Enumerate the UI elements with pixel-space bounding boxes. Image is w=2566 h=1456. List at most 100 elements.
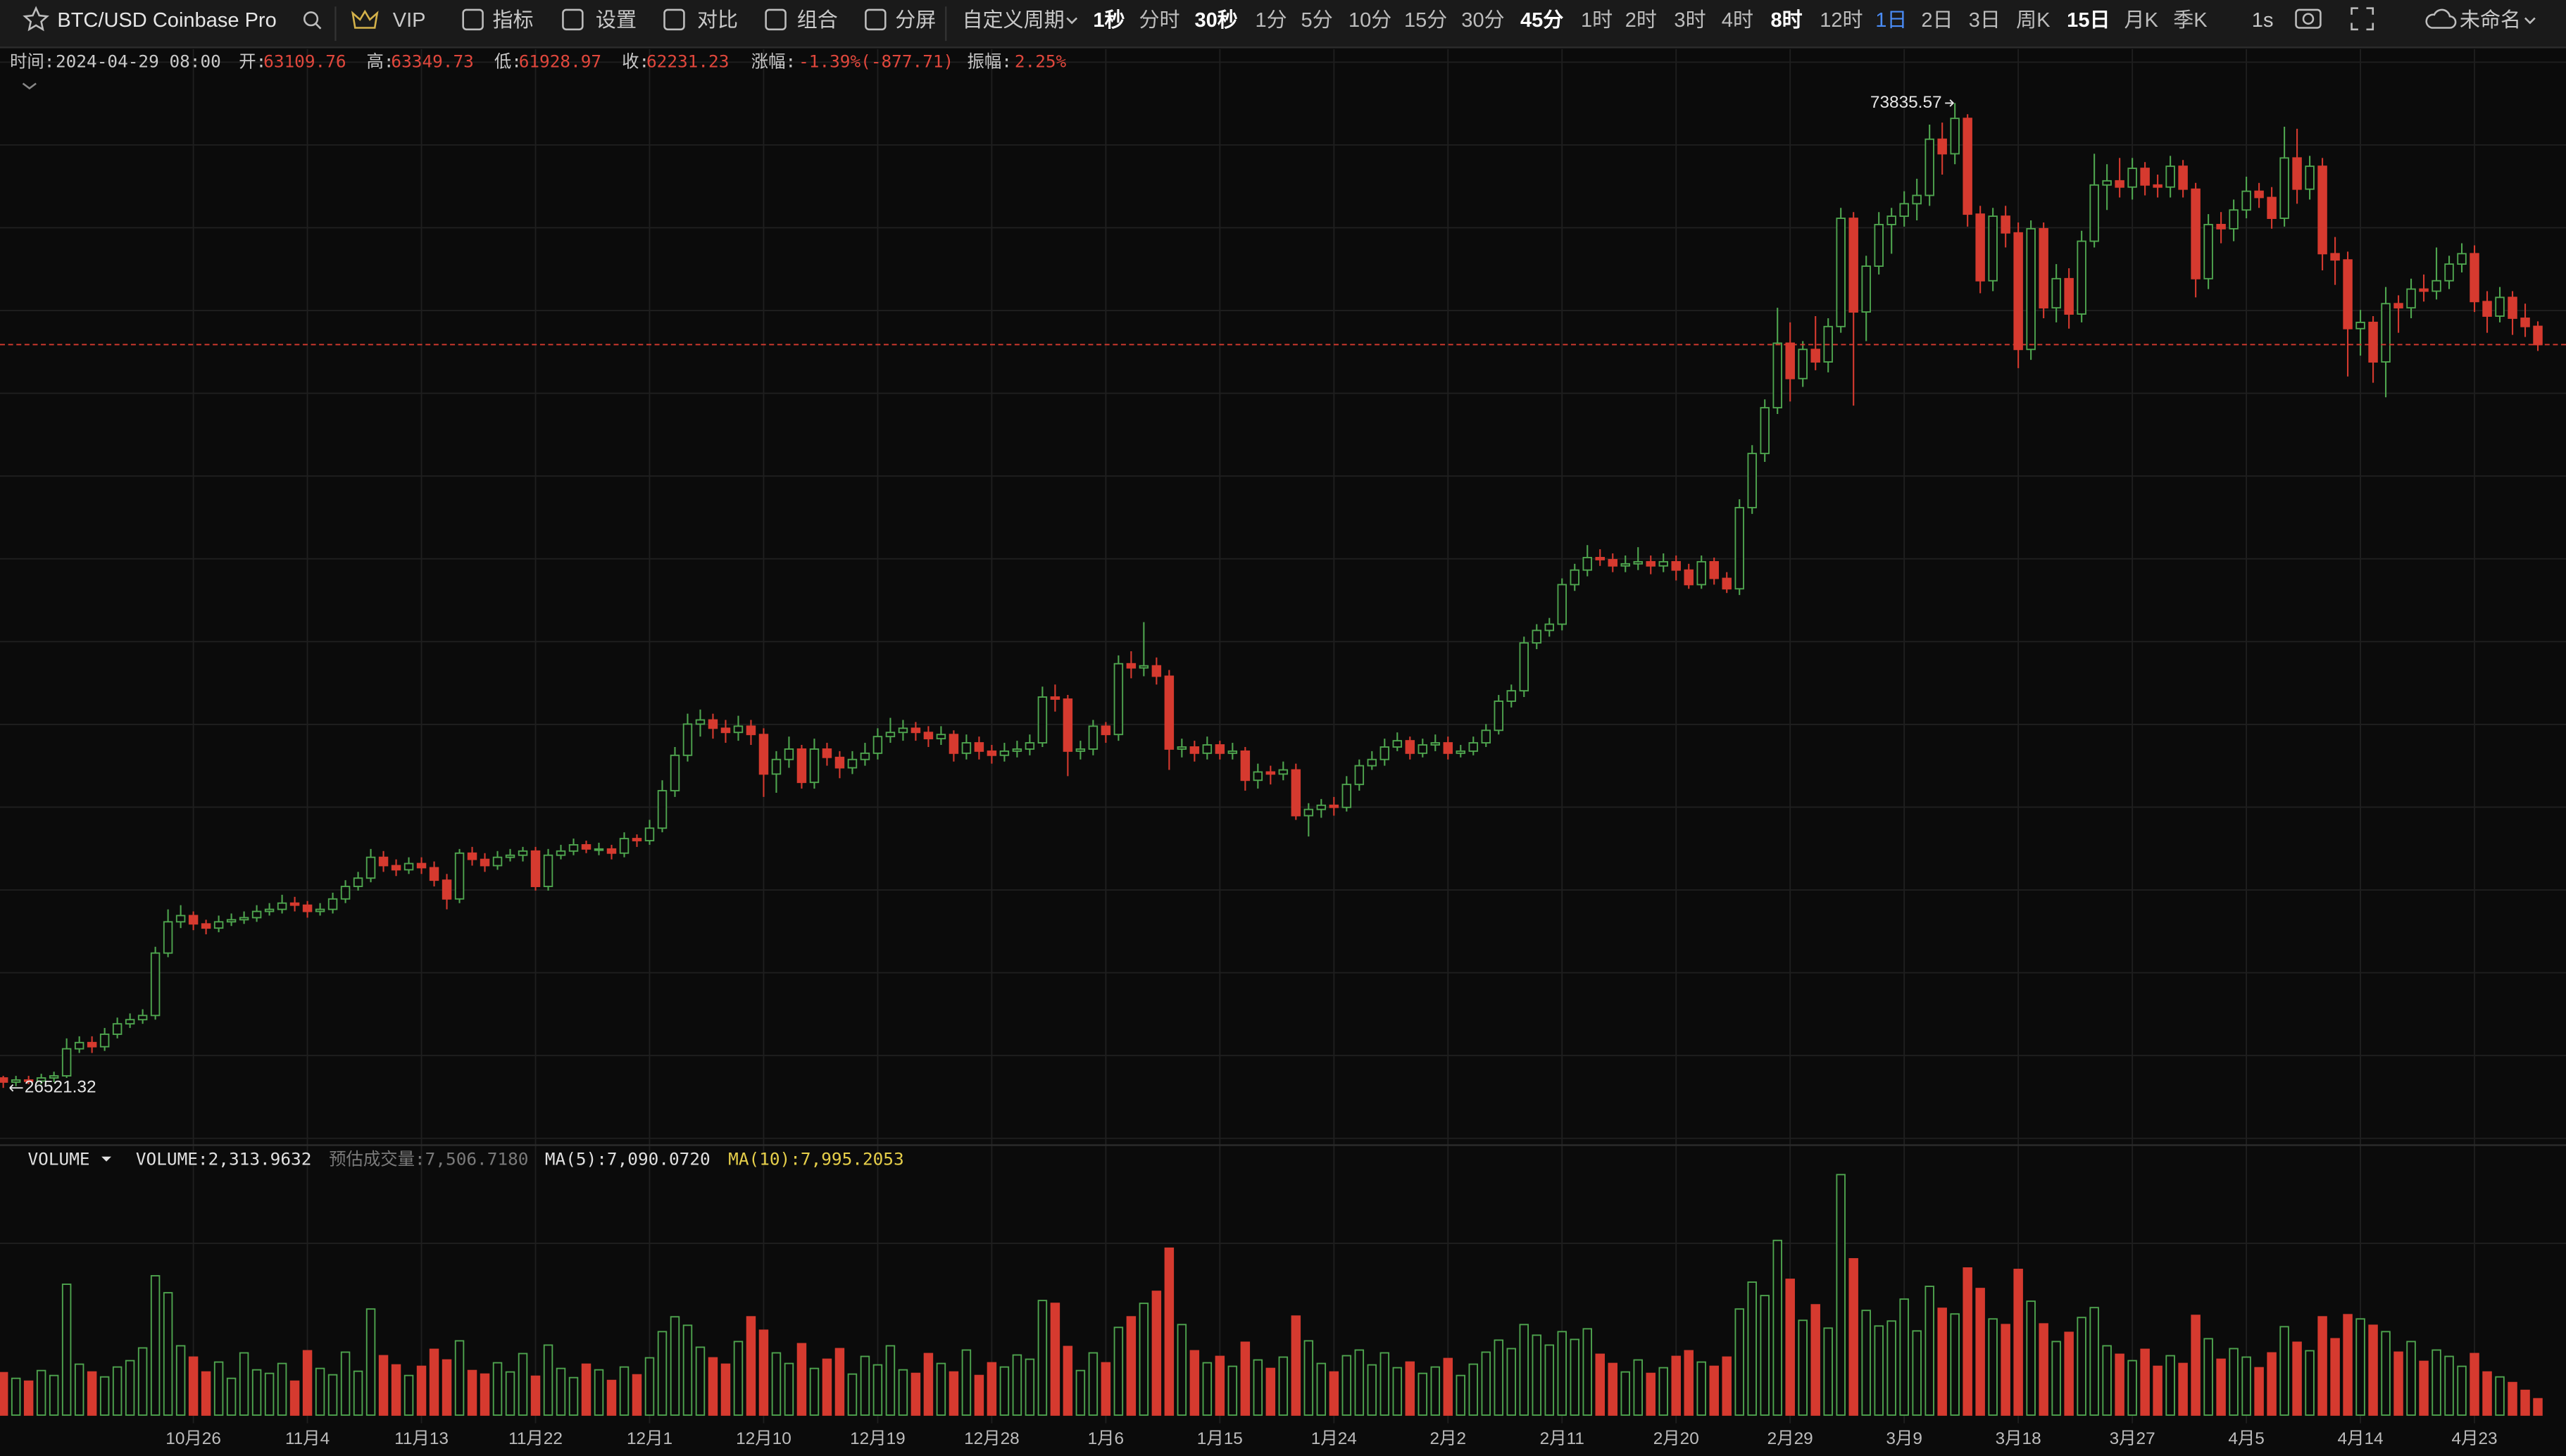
- candle-body: [1785, 342, 1795, 379]
- period-option[interactable]: 5分: [1301, 9, 1333, 32]
- layout-name[interactable]: 未命名: [2460, 8, 2521, 32]
- candle-body: [568, 843, 579, 852]
- candle-body: [378, 856, 389, 867]
- period-option[interactable]: 15分: [1404, 9, 1447, 32]
- volume-bar: [1037, 1300, 1048, 1416]
- period-option[interactable]: 1秒: [1093, 8, 1125, 32]
- candle-body: [340, 886, 351, 900]
- fullscreen-icon[interactable]: [2351, 7, 2374, 31]
- volume-bar: [2064, 1331, 2074, 1416]
- vip[interactable]: VIP: [393, 9, 426, 32]
- volume-bar: [1810, 1304, 1820, 1416]
- period-option[interactable]: 10分: [1348, 9, 1391, 32]
- candle-body: [2102, 180, 2112, 186]
- volume-bar: [872, 1364, 883, 1416]
- candle-body: [87, 1041, 97, 1048]
- symbol[interactable]: BTC/USD Coinbase Pro: [57, 9, 276, 32]
- period-option[interactable]: 45分: [1520, 8, 1563, 32]
- search-icon[interactable]: [303, 11, 319, 27]
- volume-bar: [429, 1348, 439, 1416]
- period-option[interactable]: 15日: [2067, 9, 2110, 32]
- volume-bar: [1456, 1374, 1466, 1416]
- volume-bar: [264, 1372, 275, 1416]
- period-option[interactable]: 8时: [1771, 8, 1803, 32]
- volume-bar: [442, 1359, 452, 1416]
- volume-name[interactable]: VOLUME: [28, 1148, 90, 1169]
- x-tick-label: 12月28: [964, 1429, 1020, 1448]
- candle-body: [809, 748, 820, 784]
- volume-bar: [822, 1358, 832, 1416]
- volume-bar: [1988, 1318, 1998, 1416]
- candle-body: [2368, 321, 2378, 363]
- candle-body: [2279, 157, 2289, 219]
- period-option[interactable]: 30分: [1461, 9, 1504, 32]
- volume-bar: [1874, 1325, 1884, 1416]
- volume-bar: [543, 1344, 553, 1416]
- volume-bar: [2102, 1345, 2112, 1416]
- candle-body: [2305, 165, 2315, 190]
- period-option[interactable]: 1时: [1581, 8, 1613, 32]
- volume-bar: [796, 1343, 807, 1416]
- custom-period[interactable]: 自定义周期: [962, 8, 1064, 32]
- volume-bar: [720, 1363, 731, 1416]
- tool-label[interactable]: 对比: [697, 8, 738, 32]
- candle-body: [1671, 560, 1681, 571]
- volume-bar: [2444, 1355, 2454, 1416]
- volume-bar: [809, 1367, 820, 1416]
- interval[interactable]: 1s: [2252, 9, 2274, 32]
- volume-bar: [1164, 1247, 1175, 1416]
- camera-icon[interactable]: [2295, 8, 2322, 29]
- volume-bar: [1798, 1319, 1808, 1416]
- period-option[interactable]: 4时: [1722, 8, 1753, 32]
- candle-body: [987, 750, 997, 756]
- candle-body: [1177, 746, 1187, 750]
- star-icon[interactable]: [23, 6, 49, 32]
- x-tick-label: 1月24: [1311, 1429, 1357, 1448]
- volume-bar: [1658, 1367, 1668, 1416]
- candle-body: [1189, 746, 1200, 754]
- volume-bar: [2470, 1353, 2479, 1416]
- collapse-icon[interactable]: [22, 82, 37, 90]
- period-option[interactable]: 分时: [1139, 8, 1179, 32]
- period-option[interactable]: 12时: [1820, 8, 1863, 32]
- period-option[interactable]: 周K: [2016, 9, 2051, 32]
- tool-label[interactable]: 指标: [493, 8, 534, 32]
- tool-icon: [765, 8, 787, 31]
- period-option[interactable]: 3时: [1674, 8, 1706, 32]
- candle-body: [1544, 623, 1555, 632]
- volume-bar: [974, 1374, 984, 1416]
- period-option[interactable]: 3日: [1969, 9, 2001, 32]
- period-option[interactable]: 月K: [2124, 9, 2159, 32]
- tool-label[interactable]: 设置: [596, 9, 637, 32]
- volume-bar: [910, 1372, 921, 1416]
- period-option[interactable]: 2日: [1921, 9, 1953, 32]
- info-label: 开:: [239, 51, 266, 71]
- info-label: 低:: [494, 51, 522, 71]
- candle-body: [632, 838, 642, 841]
- volume-bar: [2254, 1367, 2264, 1416]
- candle-body: [860, 752, 870, 760]
- candle-body: [1709, 560, 1719, 579]
- volume-bar: [2343, 1314, 2353, 1416]
- volume-bar: [2393, 1351, 2403, 1416]
- candle-body: [454, 852, 465, 900]
- info-label: 涨幅:: [751, 51, 796, 71]
- period-option[interactable]: 30秒: [1195, 8, 1238, 32]
- period-option[interactable]: 2时: [1625, 8, 1657, 32]
- volume-bar: [1139, 1303, 1149, 1416]
- cloud-icon[interactable]: [2425, 8, 2457, 29]
- candle-body: [74, 1041, 85, 1050]
- volume-bar: [87, 1371, 97, 1416]
- period-option[interactable]: 1日: [1875, 9, 1907, 32]
- candle-body: [2419, 288, 2429, 292]
- period-option[interactable]: 1分: [1255, 9, 1287, 32]
- period-option[interactable]: 季K: [2173, 8, 2208, 32]
- candle-body: [2153, 184, 2163, 188]
- volume-bar: [1215, 1355, 1225, 1416]
- tool-label[interactable]: 分屏: [895, 9, 936, 32]
- tool-label[interactable]: 组合: [797, 8, 838, 32]
- volume-bar: [1405, 1361, 1415, 1416]
- volume-bar: [1937, 1307, 1947, 1416]
- candle-body: [264, 908, 275, 912]
- candle-body: [1836, 218, 1846, 327]
